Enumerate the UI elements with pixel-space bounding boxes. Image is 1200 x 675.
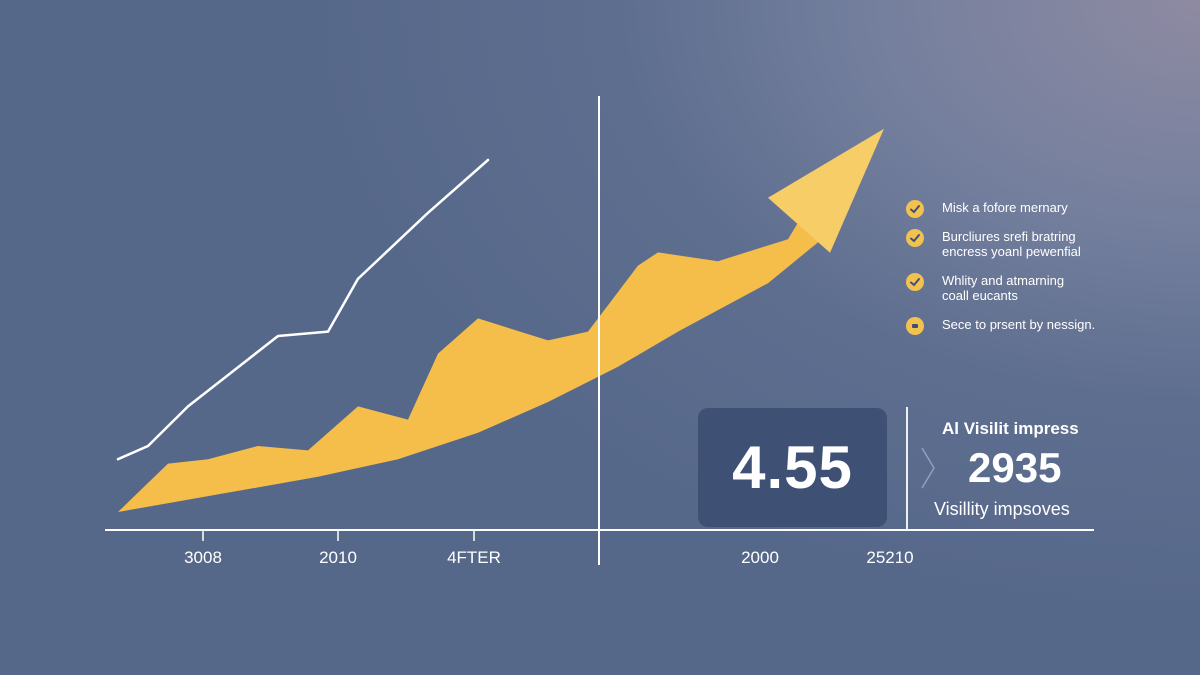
trend-line — [116, 158, 490, 461]
legend-text: Sece to prsent by nessign. — [942, 317, 1096, 332]
kpi-title: Al Visilit impress — [942, 419, 1079, 438]
legend-item: Misk a fofore mernary — [906, 200, 1166, 218]
kpi-number: 2935 — [968, 444, 1062, 491]
kpi-subtitle: Visillity impsoves — [934, 499, 1070, 519]
legend-text: Misk a fofore mernary — [942, 200, 1068, 215]
x-tick-label: 2010 — [319, 548, 357, 567]
legend: Misk a fofore mernary Burcliures srefi b… — [906, 200, 1166, 346]
legend-text: Burcliures srefi bratring encress yoanl … — [942, 229, 1081, 259]
chevron-right-icon — [921, 447, 935, 489]
dot-icon — [906, 317, 924, 335]
kpi-value: 4.55 — [732, 434, 853, 501]
legend-item: Whlity and atmarning coall eucants — [906, 273, 1166, 303]
kpi-divider — [906, 407, 908, 529]
x-tick-label: 4FTER — [447, 548, 501, 567]
check-icon — [906, 273, 924, 291]
kpi-box: 4.55 — [698, 408, 887, 527]
growth-area — [118, 155, 838, 512]
legend-item: Sece to prsent by nessign. — [906, 317, 1166, 335]
check-icon — [906, 200, 924, 218]
check-icon — [906, 229, 924, 247]
x-tick-label: 2000 — [741, 548, 779, 567]
legend-item: Burcliures srefi bratring encress yoanl … — [906, 229, 1166, 259]
growth-arrow-head — [768, 128, 884, 253]
legend-text: Whlity and atmarning coall eucants — [942, 273, 1065, 303]
x-tick-label: 3008 — [184, 548, 222, 567]
x-tick-label: 25210 — [866, 548, 913, 567]
